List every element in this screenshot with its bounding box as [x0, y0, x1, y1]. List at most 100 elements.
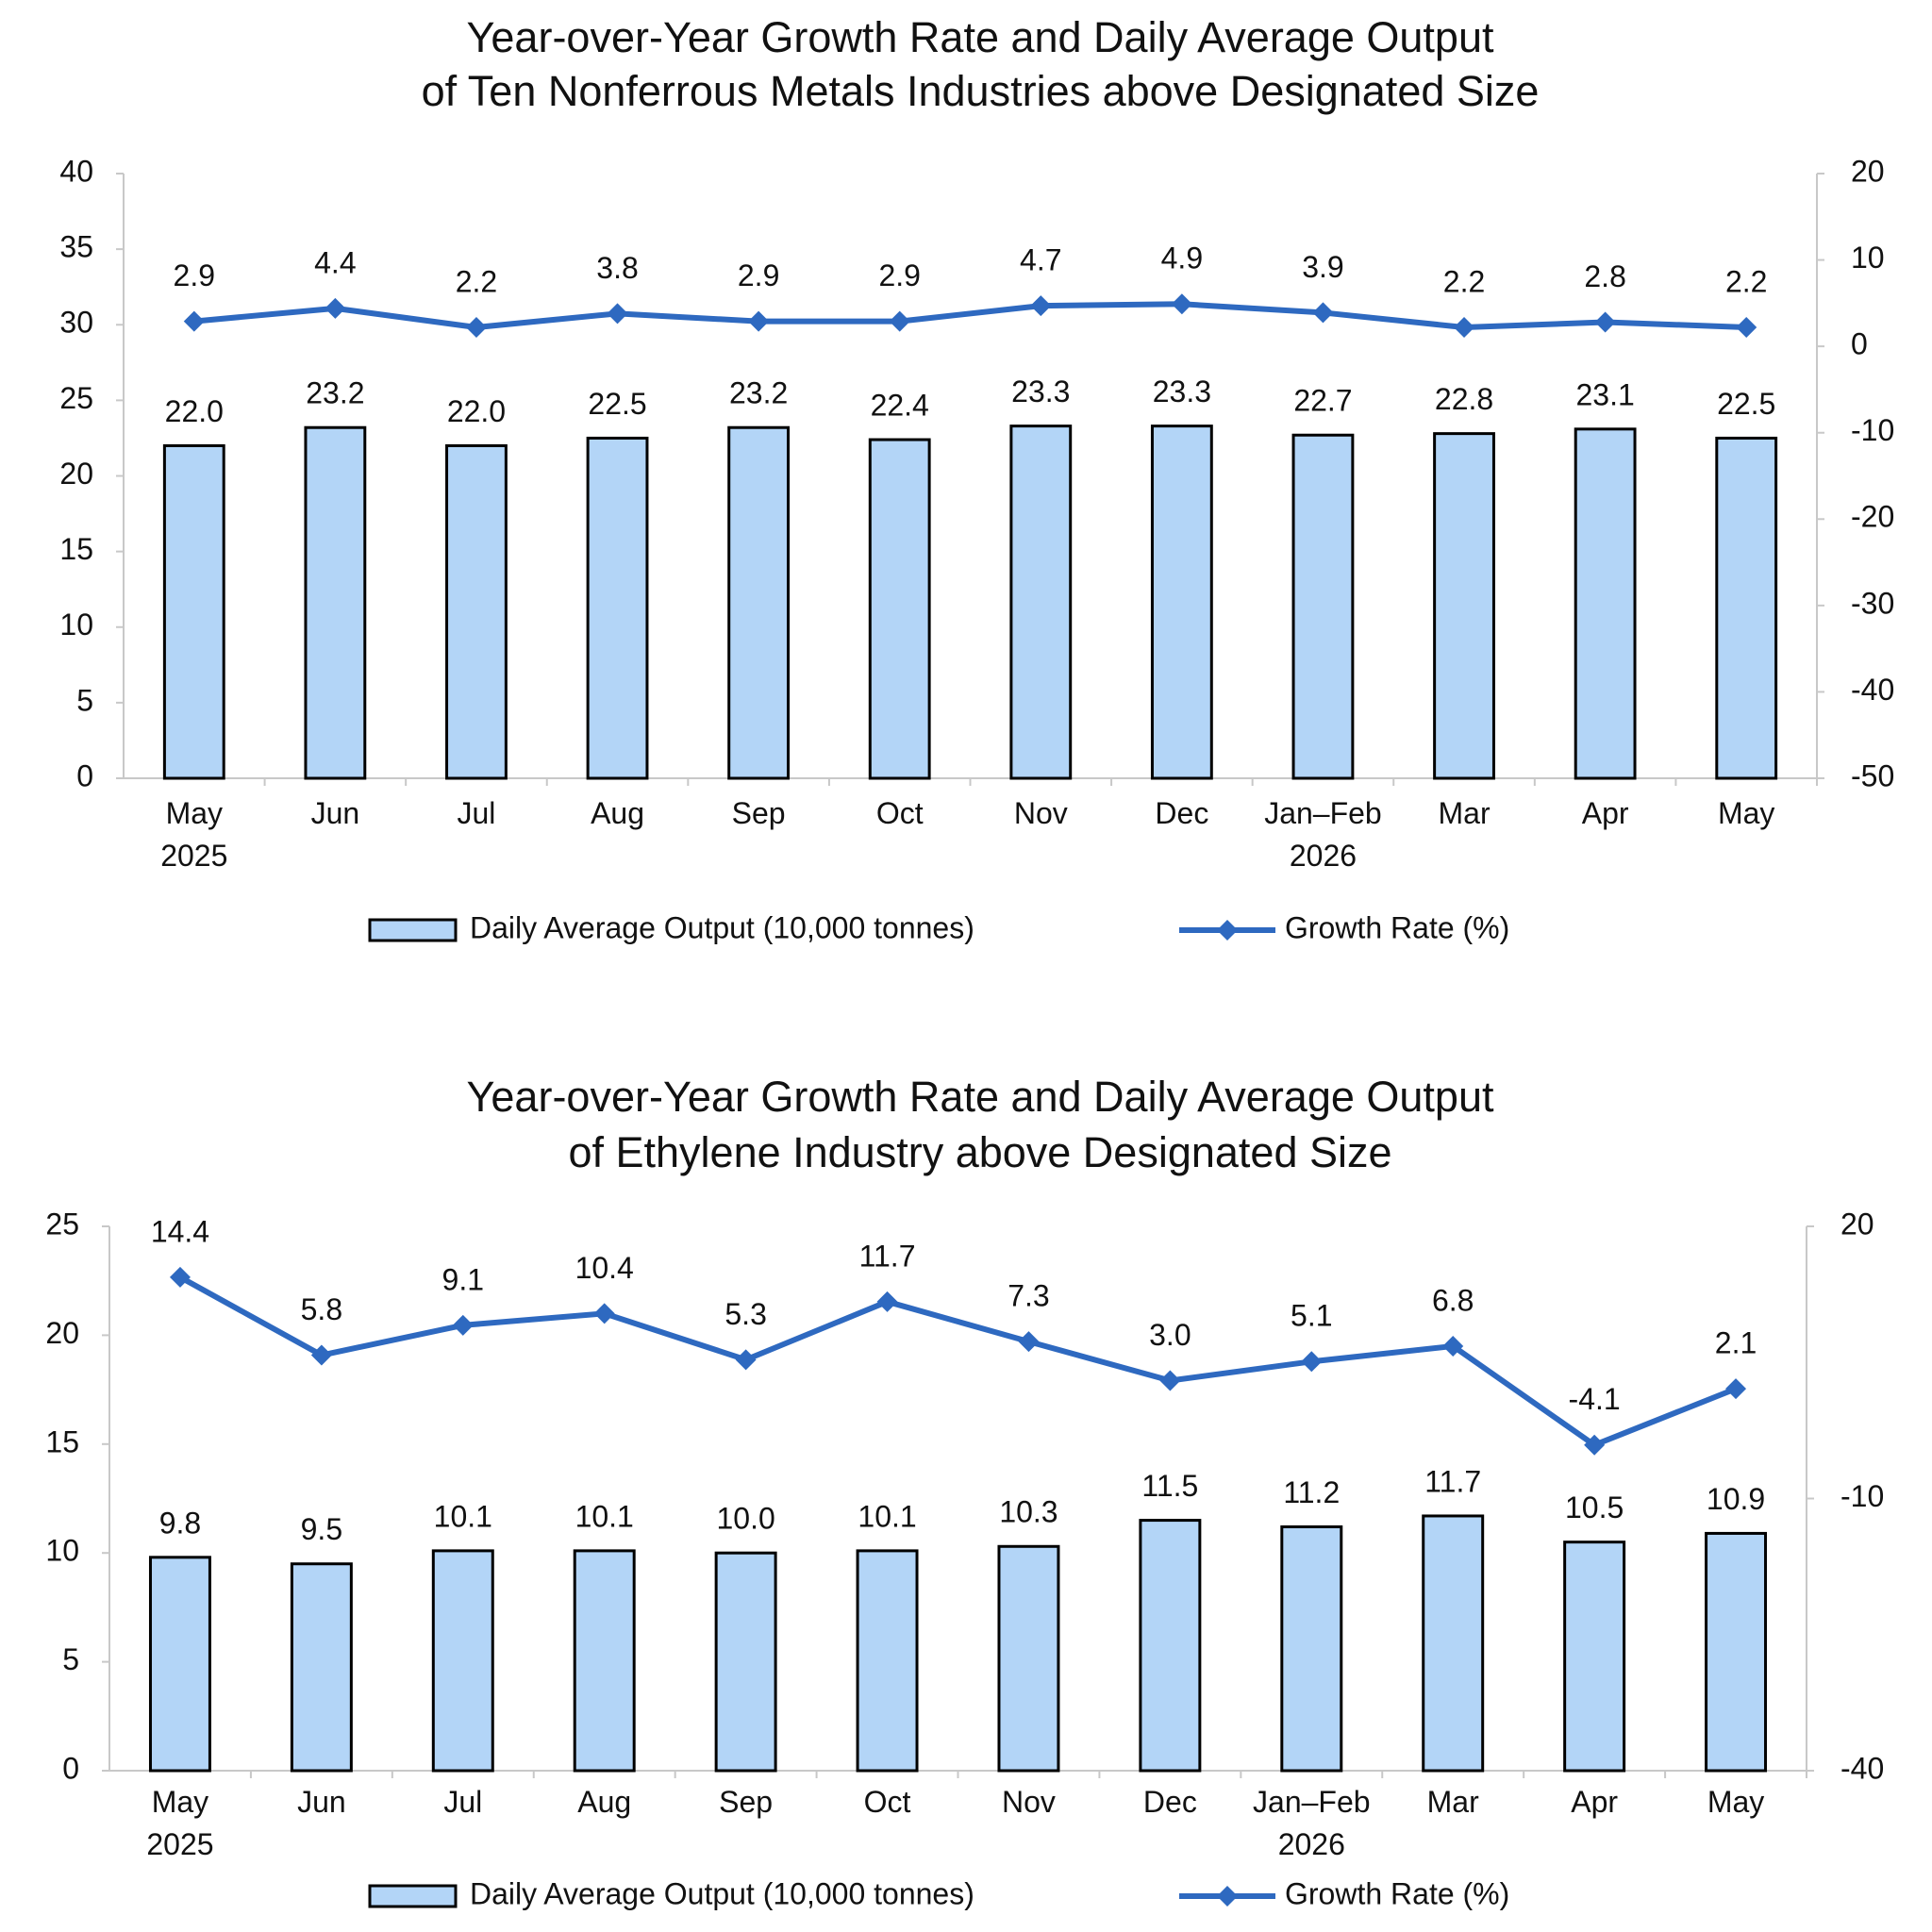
y2-tick-label: 20	[1851, 154, 1885, 188]
bar-value-label: 10.1	[858, 1499, 916, 1533]
x-tick-label: Mar	[1427, 1785, 1479, 1819]
line-marker	[748, 310, 770, 332]
growth-line	[193, 301, 1747, 330]
line-value-label: 3.9	[1302, 250, 1343, 284]
line-value-label: 2.2	[1443, 264, 1485, 298]
x-tick-label: Aug	[591, 796, 644, 830]
x-tick-label: Jul	[443, 1785, 482, 1819]
line-marker	[607, 303, 628, 325]
x-tick-label: Jul	[458, 796, 496, 830]
line-value-label: 2.8	[1584, 259, 1625, 293]
line-marker	[1725, 1378, 1747, 1400]
line-marker	[889, 310, 910, 332]
line-marker	[1454, 316, 1475, 338]
line-marker	[876, 1291, 898, 1312]
line-marker	[183, 310, 205, 332]
bar-value-label: 22.4	[871, 388, 929, 422]
bar-value-label: 23.2	[729, 376, 788, 410]
line-marker	[1159, 1370, 1181, 1391]
line-value-label: 2.2	[456, 264, 497, 298]
bar	[1574, 427, 1637, 780]
x-tick-label: Apr	[1571, 1785, 1618, 1819]
y2-tick-label: -40	[1840, 1751, 1884, 1785]
line-value-label: 9.1	[442, 1262, 484, 1296]
chart: Year-over-Year Growth Rate and Daily Ave…	[45, 1073, 1884, 1911]
line-value-label: 6.8	[1432, 1283, 1474, 1317]
bar	[1422, 1514, 1485, 1773]
y2-tick-label: -30	[1851, 586, 1894, 620]
chart-title: Year-over-Year Growth Rate and Daily Ave…	[467, 13, 1494, 61]
y-tick-label: 25	[59, 381, 93, 415]
bar-value-label: 23.1	[1575, 377, 1634, 411]
bar-value-label: 22.5	[588, 387, 646, 421]
x-tick-label: May	[1718, 796, 1774, 830]
x-tick-label: Aug	[577, 1785, 631, 1819]
line-value-label: 2.9	[878, 258, 920, 292]
bar	[445, 443, 508, 780]
line-marker	[325, 297, 346, 319]
bar	[1139, 1519, 1202, 1773]
line-marker	[1018, 1331, 1040, 1353]
legend-label: Growth Rate (%)	[1285, 910, 1509, 944]
y-tick-label: 20	[59, 457, 93, 491]
y2-tick-label: -10	[1840, 1479, 1884, 1513]
bar	[573, 1549, 636, 1773]
legend-swatch	[368, 1884, 458, 1908]
bar-value-label: 23.3	[1011, 375, 1070, 408]
bar-value-label: 22.0	[165, 394, 224, 428]
y-tick-label: 10	[59, 608, 93, 641]
bar	[148, 1556, 211, 1773]
y2-tick-label: -10	[1851, 413, 1894, 447]
x-tick-label: Jun	[297, 1785, 346, 1819]
line-marker	[1171, 293, 1192, 315]
x-tick-label: Sep	[719, 1785, 773, 1819]
x-tick-label: May 2025	[160, 796, 227, 873]
legend-swatch	[368, 918, 458, 942]
line-value-label: 2.1	[1715, 1326, 1757, 1360]
x-tick-label: Dec	[1155, 796, 1208, 830]
bar	[290, 1562, 353, 1773]
bar	[1009, 425, 1073, 780]
bar	[727, 425, 791, 780]
x-tick-label: Oct	[876, 796, 924, 830]
bar	[856, 1549, 919, 1773]
bar-value-label: 22.0	[447, 394, 506, 428]
line-marker	[1594, 311, 1616, 333]
bar-value-label: 23.3	[1153, 375, 1211, 408]
y-tick-label: 0	[62, 1751, 79, 1785]
bar	[1705, 1531, 1768, 1773]
y-tick-label: 15	[45, 1424, 79, 1458]
line-marker	[310, 1344, 332, 1366]
legend-label: Daily Average Output (10,000 tonnes)	[470, 1876, 974, 1910]
bar-value-label: 11.2	[1283, 1475, 1340, 1509]
bar	[586, 436, 649, 780]
y2-tick-label: 10	[1851, 241, 1885, 275]
line-value-label: 4.7	[1020, 243, 1061, 277]
x-tick-label: Jan–Feb 2026	[1264, 796, 1382, 873]
line-marker	[1312, 302, 1334, 324]
line-marker	[1030, 295, 1052, 317]
x-tick-label: Dec	[1143, 1785, 1197, 1819]
line-value-label: 3.0	[1149, 1318, 1191, 1352]
line-value-label: -4.1	[1569, 1382, 1621, 1416]
line-marker	[735, 1349, 757, 1371]
line-marker	[593, 1303, 615, 1324]
bar	[1150, 425, 1213, 780]
legend-marker	[1217, 920, 1238, 941]
bar-value-label: 10.3	[999, 1495, 1058, 1529]
y2-tick-label: -50	[1851, 758, 1894, 792]
bar-value-label: 22.8	[1435, 382, 1493, 416]
bar-value-label: 10.5	[1565, 1491, 1624, 1524]
x-tick-label: Nov	[1014, 796, 1068, 830]
bar-value-label: 10.0	[716, 1502, 774, 1536]
line-value-label: 4.4	[314, 245, 356, 279]
line-marker	[1736, 316, 1757, 338]
y-tick-label: 10	[45, 1534, 79, 1568]
bar-value-label: 10.9	[1707, 1482, 1765, 1516]
x-tick-label: Jun	[311, 796, 360, 830]
bar	[997, 1544, 1060, 1773]
line-value-label: 4.9	[1161, 242, 1203, 275]
x-tick-label: May	[1707, 1785, 1764, 1819]
bar	[1715, 436, 1778, 780]
